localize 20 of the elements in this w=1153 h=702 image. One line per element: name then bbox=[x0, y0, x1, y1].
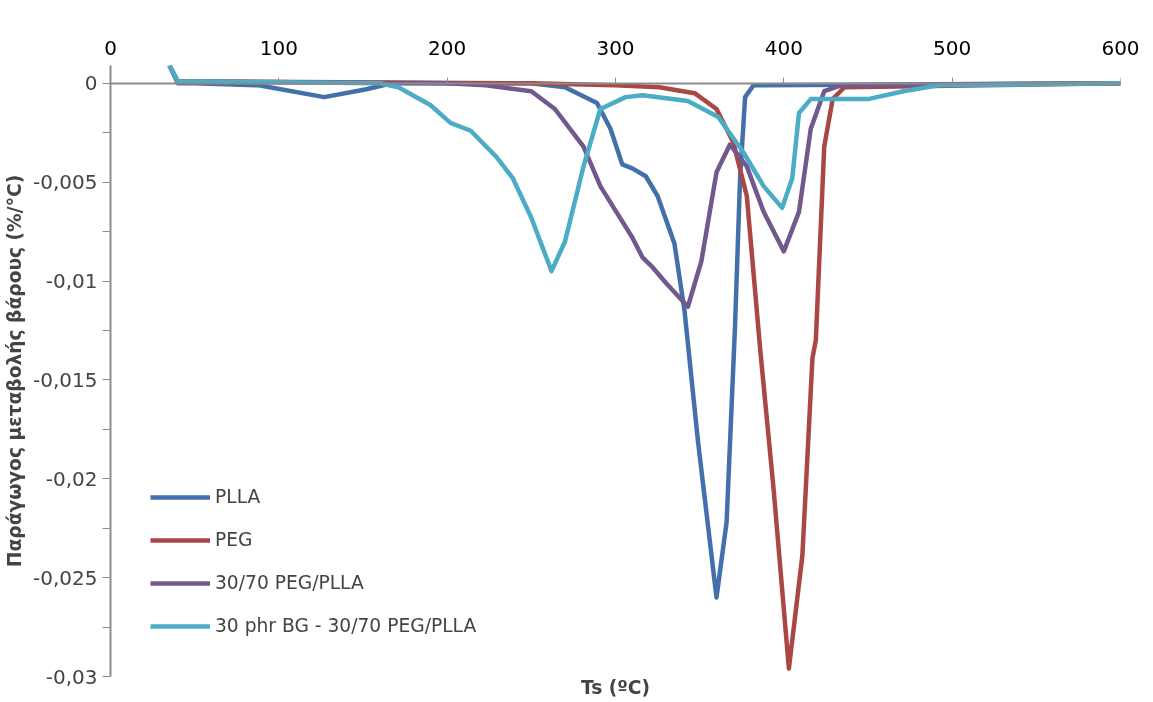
y-tick-label: -0,025 bbox=[33, 565, 98, 590]
y-axis-title: Παράγωγος μεταβολής βάρους (%/°C) bbox=[4, 174, 26, 568]
x-tick-label: 500 bbox=[933, 35, 972, 60]
x-tick-label: 400 bbox=[764, 35, 803, 60]
x-tick-label: 100 bbox=[259, 35, 298, 60]
y-tick-label: -0,03 bbox=[45, 664, 98, 689]
legend-label: 30 phr BG - 30/70 PEG/PLLA bbox=[215, 615, 477, 636]
x-tick-label: 600 bbox=[1101, 35, 1140, 60]
legend-label: PLLA bbox=[215, 486, 261, 507]
legend-label: 30/70 PEG/PLLA bbox=[215, 572, 364, 593]
y-tick-label: 0 bbox=[84, 71, 98, 96]
y-tick-label: -0,015 bbox=[33, 367, 98, 392]
y-tick-label: -0,005 bbox=[33, 170, 98, 195]
x-tick-label: 0 bbox=[104, 35, 117, 60]
x-tick-label: 200 bbox=[428, 35, 467, 60]
x-tick-label: 300 bbox=[596, 35, 635, 60]
y-tick-label: -0,01 bbox=[45, 269, 98, 294]
y-tick-label: -0,02 bbox=[45, 466, 98, 491]
x-axis-title: Ts (ºC) bbox=[580, 676, 651, 698]
legend-label: PEG bbox=[215, 529, 253, 550]
